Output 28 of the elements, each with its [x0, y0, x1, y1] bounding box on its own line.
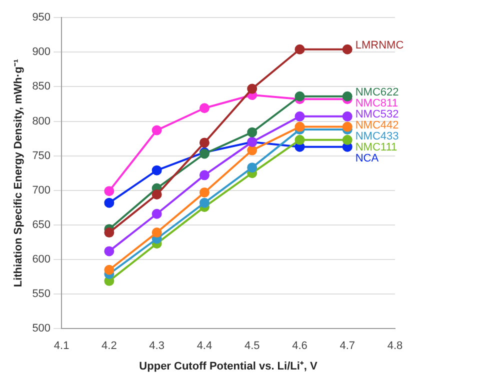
- series-label: NMC532: [355, 108, 399, 120]
- x-tick-label: 4.3: [149, 340, 164, 352]
- x-axis-title: Upper Cutoff Potential vs. Li/Li⁺, V: [139, 360, 318, 372]
- series-label: NMC622: [355, 86, 399, 98]
- x-tick-label: 4.1: [54, 340, 70, 352]
- series-label: NMC811: [355, 97, 398, 110]
- x-tick-label: 4.4: [196, 340, 212, 352]
- x-tick-label: 4.8: [387, 340, 403, 352]
- y-tick-label: 950: [32, 12, 51, 24]
- y-tick-label: 800: [32, 115, 51, 128]
- y-tick-label: 650: [32, 218, 51, 231]
- series-label: NMC433: [355, 130, 399, 142]
- series-label: LMRNMC: [355, 39, 404, 52]
- x-tick-label: 4.7: [340, 340, 356, 352]
- y-tick-label: 700: [32, 184, 51, 196]
- x-tick-label: 4.5: [244, 340, 260, 352]
- y-axis-title: Lithiation Specific Energy Density, mWh·g⁻¹: [12, 58, 25, 288]
- y-tick-label: 900: [32, 46, 51, 58]
- x-tick-label: 4.2: [102, 340, 117, 352]
- series-label: NMC442: [355, 119, 399, 132]
- y-tick-label: 500: [32, 322, 51, 335]
- series-label: NMC111: [355, 141, 398, 154]
- y-tick-label: 850: [32, 80, 51, 93]
- y-tick-label: 550: [32, 288, 51, 300]
- series-label: NCA: [355, 152, 380, 164]
- y-tick-label: 750: [32, 150, 51, 162]
- y-tick-label: 600: [32, 254, 51, 266]
- x-tick-label: 4.6: [292, 340, 308, 352]
